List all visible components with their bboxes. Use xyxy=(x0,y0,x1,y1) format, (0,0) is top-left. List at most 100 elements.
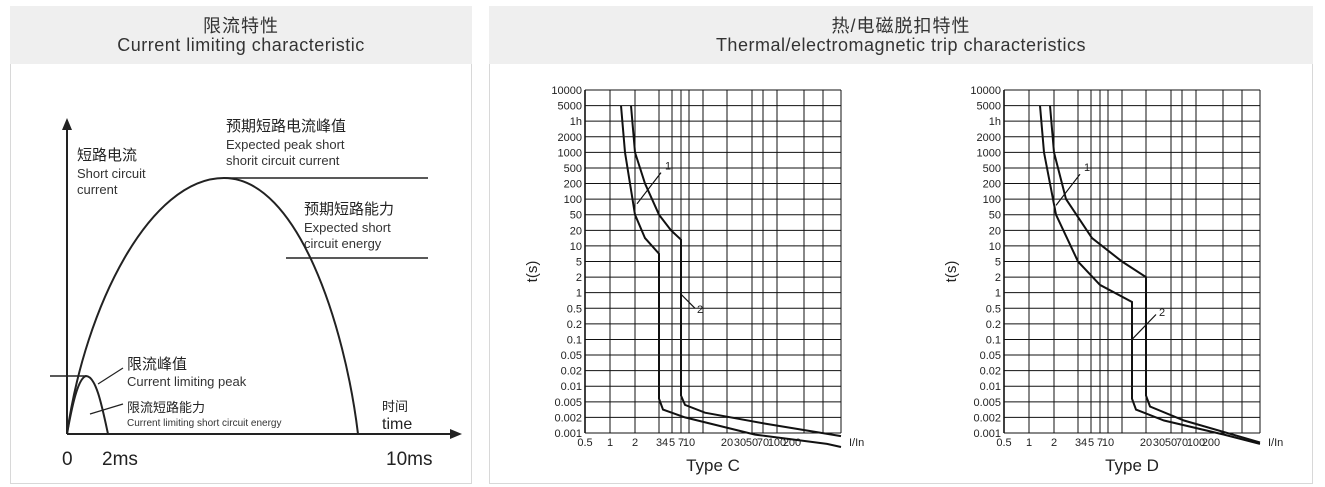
right-title-zh: 热/电磁脱扣特性 xyxy=(831,16,971,36)
peak-label-en-1: Expected peak short xyxy=(226,137,345,152)
energy-label-zh: 预期短路能力 xyxy=(304,201,394,218)
type-d-x-tick: 30 xyxy=(1153,437,1165,449)
type-c-y-tick: 0.02 xyxy=(561,366,582,378)
type-d-y-tick: 10000 xyxy=(970,85,1001,97)
type-c-x-tick: 50 xyxy=(746,437,758,449)
type-d-chart: 1000050001h200010005002001005020105210.5… xyxy=(943,85,1283,475)
type-d-y-tick: 0.5 xyxy=(986,303,1001,315)
type-c-y-tick: 0.05 xyxy=(561,350,582,362)
type-d-y-tick: 0.001 xyxy=(973,428,1001,440)
type-d-y-tick: 1 xyxy=(995,288,1001,300)
type-d-leader-2 xyxy=(1131,314,1157,340)
type-c-y-tick: 2000 xyxy=(558,132,582,144)
type-c-leader-2 xyxy=(680,293,696,309)
type-c-x-tick: 5 xyxy=(669,437,675,449)
left-title-zh: 限流特性 xyxy=(203,16,279,36)
current-limiting-panel: 限流特性 Current limiting characteristic 短路电… xyxy=(10,6,472,484)
type-d-x-tick: 70 xyxy=(1176,437,1188,449)
limiting-peak-leader xyxy=(97,367,124,385)
type-d-y-tick: 20 xyxy=(989,225,1001,237)
type-d-y-tick: 1h xyxy=(989,116,1001,128)
type-d-x-tick: 0.5 xyxy=(996,437,1011,449)
tick-10ms: 10ms xyxy=(386,449,432,470)
type-c-x-label: I/In xyxy=(849,437,864,449)
type-c-y-tick: 0.005 xyxy=(554,397,582,409)
type-c-y-tick: 0.1 xyxy=(567,334,582,346)
type-d-y-tick: 5000 xyxy=(977,101,1001,113)
type-d-leader-1 xyxy=(1055,173,1081,206)
type-d-x-tick: 1 xyxy=(1026,437,1032,449)
type-d-y-tick: 0.1 xyxy=(986,334,1001,346)
type-c-leader-1 xyxy=(636,172,662,205)
current-limiting-diagram: 短路电流 Short circuit current 预期短路电流峰值 Expe… xyxy=(50,118,462,470)
type-d-x-tick: 5 xyxy=(1088,437,1094,449)
type-d-y-tick: 100 xyxy=(983,194,1001,206)
y-axis-arrow xyxy=(62,118,72,130)
type-c-y-tick: 1000 xyxy=(558,147,582,159)
type-c-y-tick: 5000 xyxy=(558,101,582,113)
x-axis-label-zh: 时间 xyxy=(382,399,408,414)
right-title-en: Thermal/electromagnetic trip characteris… xyxy=(715,35,1087,55)
type-d-y-tick: 50 xyxy=(989,210,1001,222)
limiting-peak-label-zh: 限流峰值 xyxy=(127,356,187,373)
right-panel-header: 热/电磁脱扣特性 Thermal/electromagnetic trip ch… xyxy=(489,6,1313,64)
type-d-x-tick: 200 xyxy=(1202,437,1220,449)
left-title-en: Current limiting characteristic xyxy=(117,35,365,55)
limiting-current-curve xyxy=(66,374,109,435)
type-d-x-tick: 3 xyxy=(1075,437,1081,449)
type-c-y-label: t(s) xyxy=(524,261,541,283)
type-d-y-tick: 2000 xyxy=(977,132,1001,144)
type-c-trip-curve-2 xyxy=(630,105,842,438)
type-d-y-tick: 0.01 xyxy=(980,381,1001,393)
y-axis-label-en-1: Short circuit xyxy=(77,166,146,181)
type-c-y-tick: 10 xyxy=(570,241,582,253)
type-d-x-tick: 7 xyxy=(1097,437,1103,449)
type-d-y-tick: 0.002 xyxy=(973,412,1001,424)
limiting-peak-label-en: Current limiting peak xyxy=(127,374,247,389)
type-c-x-tick: 20 xyxy=(721,437,733,449)
energy-label-en-1: Expected short xyxy=(304,220,391,235)
type-c-y-tick: 2 xyxy=(576,272,582,284)
tick-2ms: 2ms xyxy=(102,449,138,470)
type-d-y-tick: 1000 xyxy=(977,147,1001,159)
type-c-x-tick: 7 xyxy=(678,437,684,449)
limiting-energy-label-zh: 限流短路能力 xyxy=(127,400,205,415)
right-panel-frame xyxy=(489,64,1313,484)
type-d-y-tick: 500 xyxy=(983,163,1001,175)
type-c-y-tick: 1 xyxy=(576,288,582,300)
type-c-y-tick: 200 xyxy=(564,179,582,191)
type-c-y-tick: 0.001 xyxy=(554,428,582,440)
type-c-trip-curve-1 xyxy=(620,105,842,448)
type-d-y-tick: 0.05 xyxy=(980,350,1001,362)
type-c-x-tick: 70 xyxy=(757,437,769,449)
left-panel-header: 限流特性 Current limiting characteristic xyxy=(10,6,472,64)
type-c-y-tick: 20 xyxy=(570,225,582,237)
y-axis-label-zh: 短路电流 xyxy=(77,147,137,164)
type-c-x-tick: 0.5 xyxy=(577,437,592,449)
type-c-y-tick: 0.01 xyxy=(561,381,582,393)
type-c-x-tick: 100 xyxy=(768,437,786,449)
left-panel-frame xyxy=(10,64,472,484)
type-c-y-tick: 0.2 xyxy=(567,319,582,331)
type-c-curve-label-1: 1 xyxy=(665,161,671,173)
limiting-energy-label-en: Current limiting short circuit energy xyxy=(127,418,282,429)
energy-label-en-2: circuit energy xyxy=(304,236,382,251)
type-d-curve-label-1: 1 xyxy=(1084,162,1090,174)
limiting-energy-leader xyxy=(89,403,124,415)
trip-curves-diagram: 1000050001h200010005002001005020105210.5… xyxy=(524,85,1283,475)
type-c-y-tick: 1h xyxy=(570,116,582,128)
type-d-y-tick: 5 xyxy=(995,257,1001,269)
type-d-x-tick: 50 xyxy=(1165,437,1177,449)
type-c-curve-label-2: 2 xyxy=(697,304,703,316)
type-d-x-tick: 100 xyxy=(1187,437,1205,449)
y-axis-label-en-2: current xyxy=(77,182,118,197)
type-d-x-tick: 4 xyxy=(1081,437,1087,449)
type-c-y-tick: 50 xyxy=(570,210,582,222)
type-c-x-tick: 4 xyxy=(662,437,668,449)
type-d-y-tick: 10 xyxy=(989,241,1001,253)
tick-0: 0 xyxy=(62,449,73,470)
type-d-y-tick: 0.02 xyxy=(980,366,1001,378)
type-d-x-tick: 20 xyxy=(1140,437,1152,449)
type-d-x-tick: 10 xyxy=(1102,437,1114,449)
type-d-type-label: Type D xyxy=(1105,456,1159,475)
